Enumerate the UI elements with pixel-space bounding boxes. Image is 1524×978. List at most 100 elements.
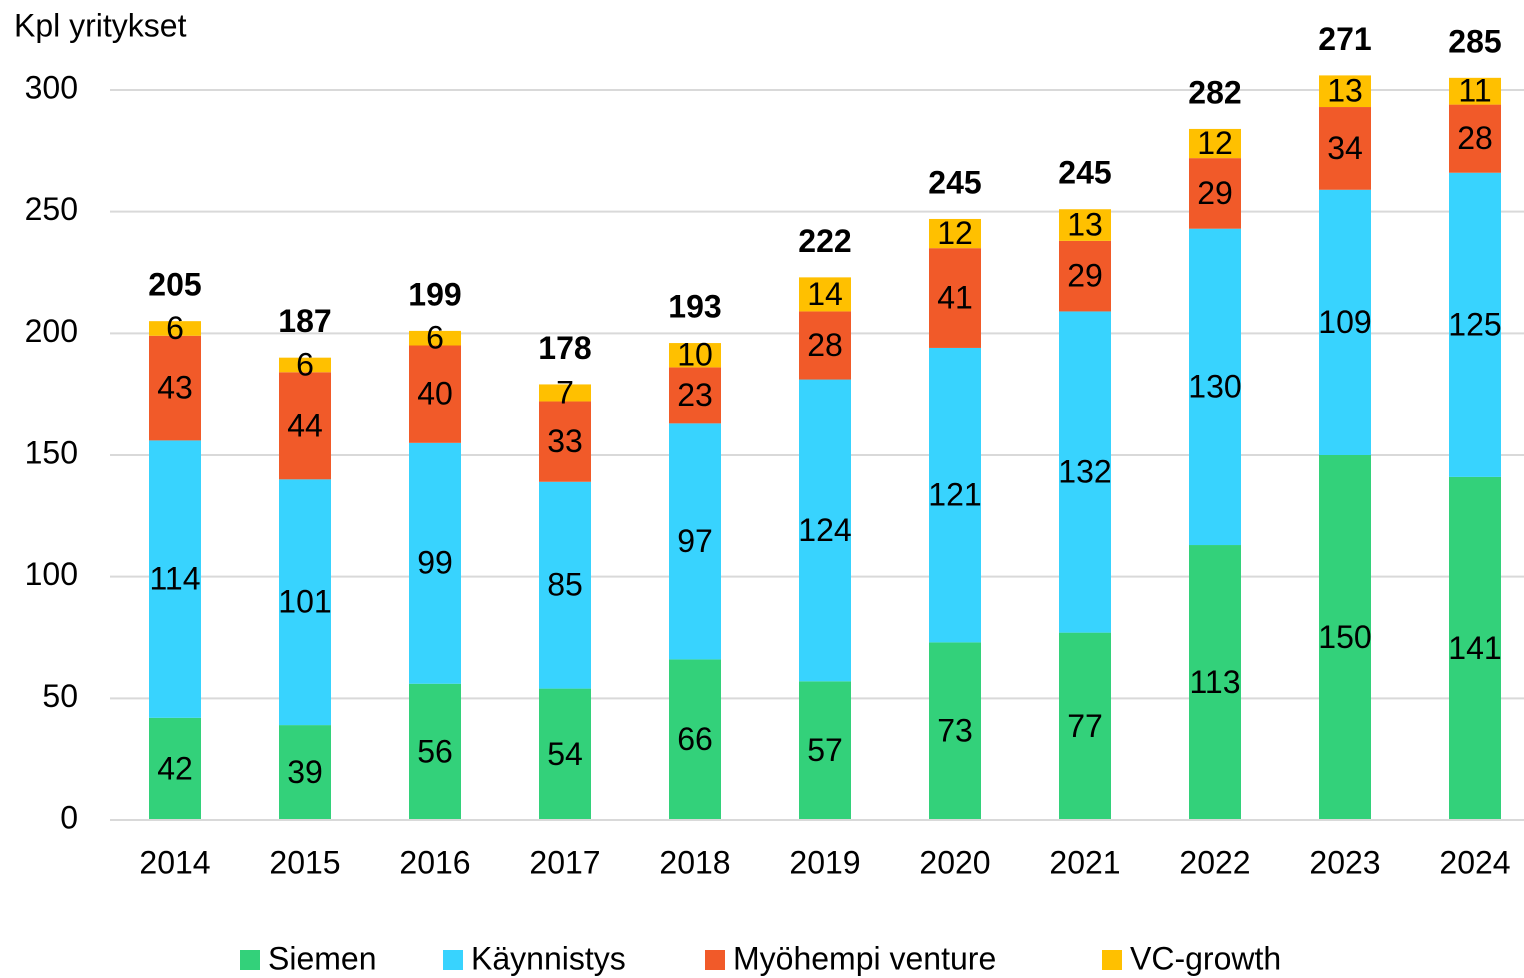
bar-segment [669,423,721,660]
bar-segment [149,440,201,718]
bar-segment [1449,77,1501,105]
segment-label: 14 [807,276,843,312]
segment-label: 57 [807,732,843,768]
segment-label: 54 [547,736,583,772]
segment-label: 85 [547,567,583,603]
bar-segment [149,335,201,441]
legend-label: Myöhempi venture [733,940,996,976]
x-tick-label: 2020 [919,844,990,880]
segment-label: 39 [287,754,323,790]
total-label: 178 [538,330,591,366]
x-tick-label: 2018 [659,844,730,880]
y-tick-label: 200 [25,313,78,349]
total-label: 187 [278,303,331,339]
bar-segment [1189,228,1241,546]
x-tick-label: 2022 [1179,844,1250,880]
segment-label: 6 [426,320,444,356]
segment-label: 6 [166,310,184,346]
bar-segment [1319,455,1371,820]
x-tick-label: 2019 [789,844,860,880]
total-label: 199 [408,276,461,312]
bar-segment [409,330,461,346]
segment-label: 33 [547,423,583,459]
bar-segment [1449,172,1501,477]
segment-label: 130 [1188,368,1241,404]
segment-label: 124 [798,512,851,548]
segment-label: 97 [677,523,713,559]
segment-label: 41 [937,280,973,316]
segment-label: 141 [1448,630,1501,666]
x-tick-label: 2024 [1439,844,1510,880]
x-tick-label: 2017 [529,844,600,880]
segment-label: 109 [1318,304,1371,340]
legend-swatch [240,950,260,970]
total-label: 245 [928,164,981,200]
segment-label: 6 [296,346,314,382]
bar-segment [1449,476,1501,820]
segment-label: 99 [417,545,453,581]
total-label: 245 [1058,155,1111,191]
segment-label: 56 [417,733,453,769]
segment-label: 13 [1327,73,1363,109]
bar-segment [1059,209,1111,241]
bar-segment [149,321,201,336]
bar-segment [1059,311,1111,633]
segment-label: 121 [928,477,981,513]
bar-segment [799,311,851,380]
segment-label: 43 [157,370,193,406]
segment-label: 40 [417,376,453,412]
bar-segment [1319,75,1371,108]
x-tick-label: 2021 [1049,844,1120,880]
total-label: 282 [1188,74,1241,110]
legend-label: Käynnistys [471,940,626,976]
total-label: 222 [798,223,851,259]
bar-segment [279,725,331,820]
segment-label: 114 [149,561,200,597]
bar-segment [929,347,981,643]
y-tick-label: 250 [25,191,78,227]
y-tick-label: 300 [25,69,78,105]
bar-segment [1449,104,1501,173]
x-tick-label: 2016 [399,844,470,880]
y-tick-label: 0 [60,799,78,835]
segment-label: 113 [1189,664,1240,700]
bar-segment [799,379,851,682]
segment-label: 125 [1448,306,1501,342]
segment-label: 29 [1197,175,1233,211]
bar-segment [799,277,851,312]
total-label: 205 [148,267,201,303]
bar-segment [539,401,591,482]
bar-segment [929,218,981,249]
segment-label: 34 [1327,130,1363,166]
total-label: 271 [1318,21,1371,57]
bar-segment [1319,189,1371,455]
segment-label: 132 [1058,453,1111,489]
y-tick-label: 50 [42,678,78,714]
segment-label: 44 [287,407,323,443]
bar-segment [279,372,331,480]
bar-segment [149,717,201,820]
segment-label: 29 [1067,258,1103,294]
segment-label: 150 [1318,619,1371,655]
segment-label: 66 [677,721,713,757]
legend-label: Siemen [268,940,377,976]
x-tick-label: 2014 [139,844,210,880]
total-label: 193 [668,289,721,325]
bar-segment [929,642,981,820]
bar-segment [539,481,591,689]
bar-segment [1059,240,1111,312]
segment-label: 12 [1197,125,1233,161]
bar-segment [279,479,331,726]
bar-segment [539,384,591,402]
x-tick-label: 2023 [1309,844,1380,880]
bar-segment [1059,632,1111,820]
bar-segment [279,357,331,373]
bar-segment [669,367,721,424]
segment-label: 7 [556,374,574,410]
bar-segment [669,343,721,368]
segment-label: 23 [677,377,713,413]
bar-segment [1189,128,1241,159]
legend-label: VC-growth [1130,940,1281,976]
y-tick-label: 150 [25,434,78,470]
